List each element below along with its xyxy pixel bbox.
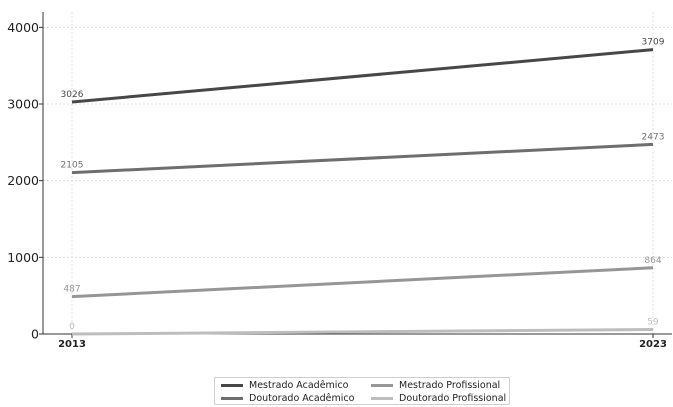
- series-line: [71, 142, 654, 175]
- y-tick-label: 2000: [7, 173, 39, 188]
- data-label: 487: [63, 285, 80, 295]
- y-tick-label: 1000: [7, 250, 39, 265]
- data-label: 2473: [642, 132, 665, 142]
- legend-swatch: [221, 397, 243, 400]
- data-label: 2105: [61, 161, 84, 171]
- legend-label: Doutorado Profissional: [399, 393, 507, 404]
- series-line: [71, 327, 654, 336]
- legend: Mestrado Acadêmico Doutorado Acadêmico M…: [214, 377, 510, 405]
- legend-swatch: [371, 384, 393, 387]
- data-label: 0: [69, 322, 75, 332]
- data-label: 3026: [61, 90, 84, 100]
- legend-label: Mestrado Acadêmico: [249, 380, 349, 391]
- legend-label: Mestrado Profissional: [399, 380, 501, 391]
- legend-swatch: [371, 397, 393, 400]
- series-line: [71, 266, 654, 299]
- legend-item-mestrado-profissional: Mestrado Profissional: [371, 379, 500, 392]
- x-tick-label: 2023: [639, 339, 667, 350]
- y-tick-label: 4000: [7, 20, 39, 35]
- y-tick-label: 0: [31, 327, 39, 342]
- y-tick-label: 3000: [7, 97, 39, 112]
- legend-label: Doutorado Acadêmico: [249, 393, 355, 404]
- data-label: 3709: [642, 38, 665, 48]
- series-line: [71, 48, 654, 104]
- data-label: 864: [644, 256, 661, 266]
- data-label: 59: [647, 317, 659, 327]
- legend-item-doutorado-profissional: Doutorado Profissional: [371, 392, 506, 405]
- legend-item-doutorado-academico: Doutorado Acadêmico: [221, 392, 354, 405]
- x-tick-label: 2013: [58, 339, 86, 350]
- legend-swatch: [221, 384, 243, 387]
- legend-item-mestrado-academico: Mestrado Acadêmico: [221, 379, 349, 392]
